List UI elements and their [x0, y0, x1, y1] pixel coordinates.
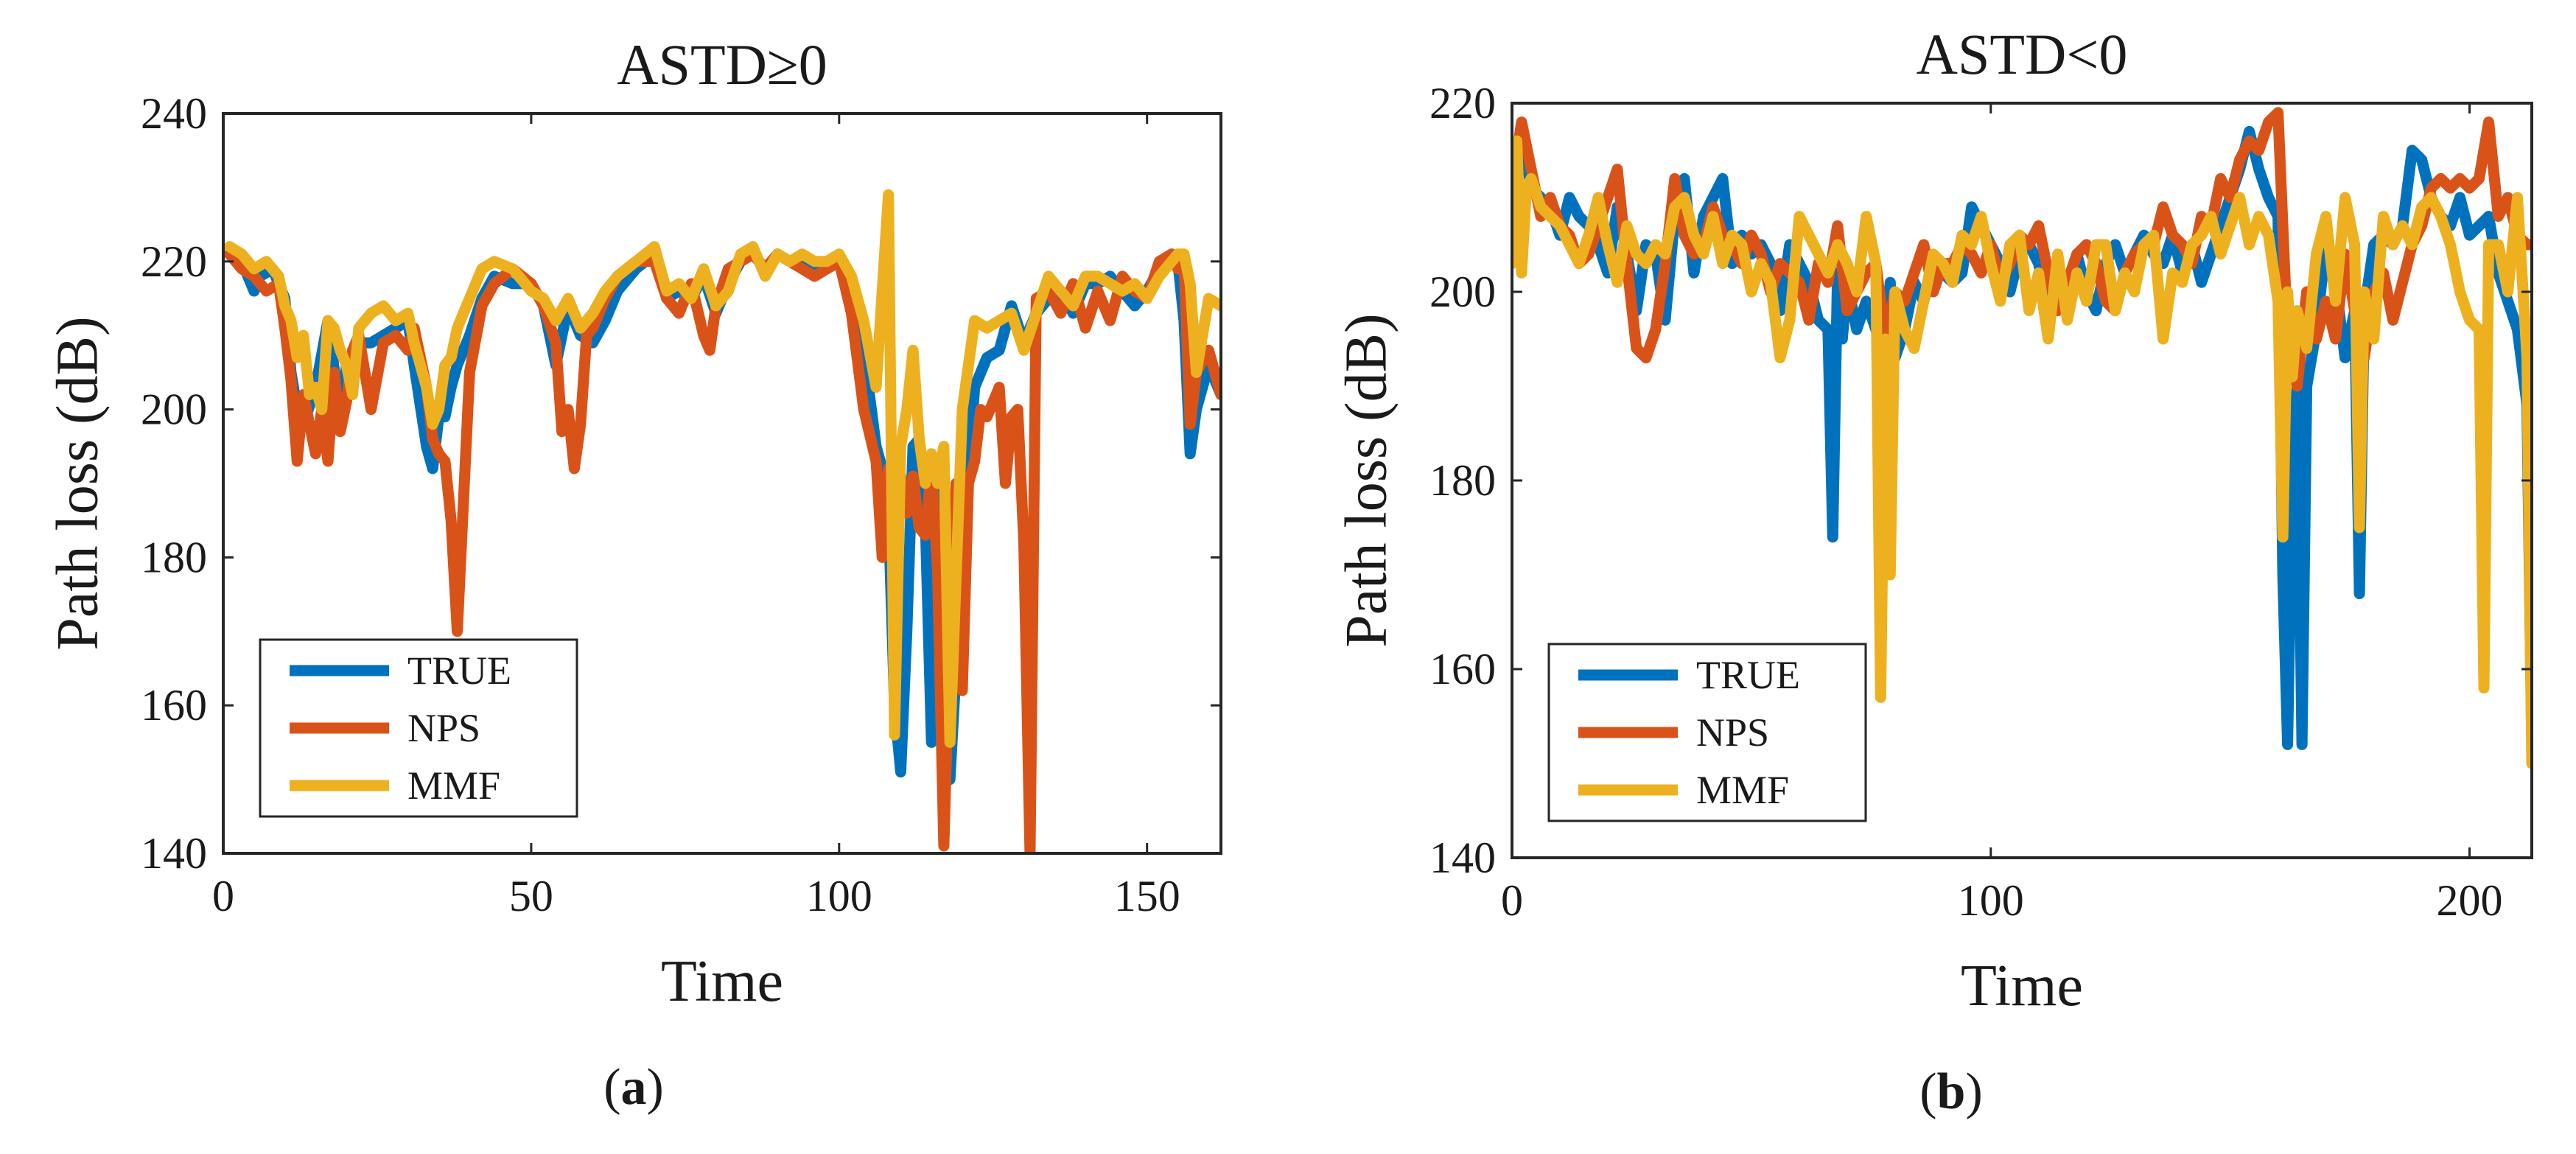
legend-label-nps: NPS	[1696, 710, 1769, 755]
legend-label-true: TRUE	[1696, 653, 1800, 697]
chart-a-panel-label: (a)	[603, 1059, 664, 1116]
chart-b-series	[1512, 107, 2532, 769]
chart-b-series-mmf-line	[1512, 135, 2532, 769]
y-tick-label: 140	[141, 829, 207, 878]
chart-a-x-ticks: 0 50 100 150	[212, 113, 1180, 920]
chart-b-y-axis-label: Path loss (dB)	[1334, 313, 1399, 647]
chart-b-x-ticks: 0 100 200	[1501, 103, 2503, 925]
x-tick-label: 100	[1958, 876, 2024, 925]
panel-label-close-paren: )	[647, 1059, 664, 1116]
y-tick-label: 220	[1429, 79, 1496, 127]
chart-a-y-axis-label: Path loss (dB)	[45, 316, 110, 650]
panel-label-close-paren: )	[1965, 1063, 1982, 1120]
y-tick-label: 160	[1429, 645, 1496, 693]
legend-label-true: TRUE	[407, 648, 511, 693]
y-tick-label: 220	[141, 237, 207, 286]
panel-label-letter: b	[1937, 1063, 1966, 1120]
chart-panel-a: 0 50 100 150 140 160 180 200 220 240 ASTD≥0 Time…	[45, 32, 1222, 1116]
panel-label-open-paren: (	[1919, 1063, 1936, 1120]
chart-a-legend: TRUE NPS MMF	[259, 638, 578, 818]
x-tick-label: 150	[1114, 872, 1180, 920]
x-tick-label: 0	[212, 872, 234, 920]
legend-label-mmf: MMF	[1696, 768, 1789, 812]
y-tick-label: 200	[141, 385, 207, 434]
y-tick-label: 180	[1429, 456, 1496, 505]
chart-panel-b: 0 100 200 140 160 180 200 220 ASTD<0 Time Path…	[1334, 22, 2533, 1120]
chart-b-panel-label: (b)	[1919, 1063, 1983, 1120]
y-tick-label: 180	[141, 533, 207, 581]
x-tick-label: 50	[509, 872, 553, 920]
x-tick-label: 0	[1501, 876, 1523, 925]
chart-a-y-ticks: 140 160 180 200 220 240	[141, 89, 1221, 878]
chart-a-series	[223, 189, 1221, 853]
x-tick-label: 200	[2437, 876, 2503, 925]
chart-b-x-axis-label: Time	[1961, 954, 2083, 1018]
chart-a-title: ASTD≥0	[617, 32, 827, 97]
y-tick-label: 160	[141, 681, 207, 730]
chart-b-y-ticks: 140 160 180 200 220	[1429, 79, 2532, 882]
legend-label-mmf: MMF	[407, 763, 500, 808]
x-tick-label: 100	[806, 872, 872, 920]
chart-a-axes-box	[222, 112, 1222, 855]
y-tick-label: 140	[1429, 833, 1496, 882]
chart-a-series-mmf-line	[223, 189, 1221, 748]
y-tick-label: 200	[1429, 267, 1496, 316]
panel-label-letter: a	[621, 1059, 647, 1116]
legend-label-nps: NPS	[407, 706, 480, 750]
y-tick-label: 240	[141, 89, 207, 138]
chart-b-legend: TRUE NPS MMF	[1547, 643, 1867, 822]
chart-a-x-axis-label: Time	[661, 949, 783, 1014]
panel-label-open-paren: (	[603, 1059, 620, 1116]
chart-b-title: ASTD<0	[1917, 22, 2128, 86]
